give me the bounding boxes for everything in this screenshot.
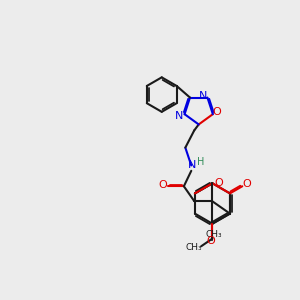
Text: O: O bbox=[214, 178, 223, 188]
Text: O: O bbox=[242, 178, 251, 189]
Text: O: O bbox=[158, 180, 167, 190]
Text: CH₃: CH₃ bbox=[206, 230, 222, 239]
Text: H: H bbox=[197, 158, 205, 167]
Text: O: O bbox=[212, 107, 221, 117]
Text: N: N bbox=[199, 91, 207, 101]
Text: N: N bbox=[188, 160, 196, 170]
Text: O: O bbox=[207, 236, 215, 246]
Text: CH₃: CH₃ bbox=[185, 243, 202, 252]
Text: N: N bbox=[175, 111, 183, 121]
